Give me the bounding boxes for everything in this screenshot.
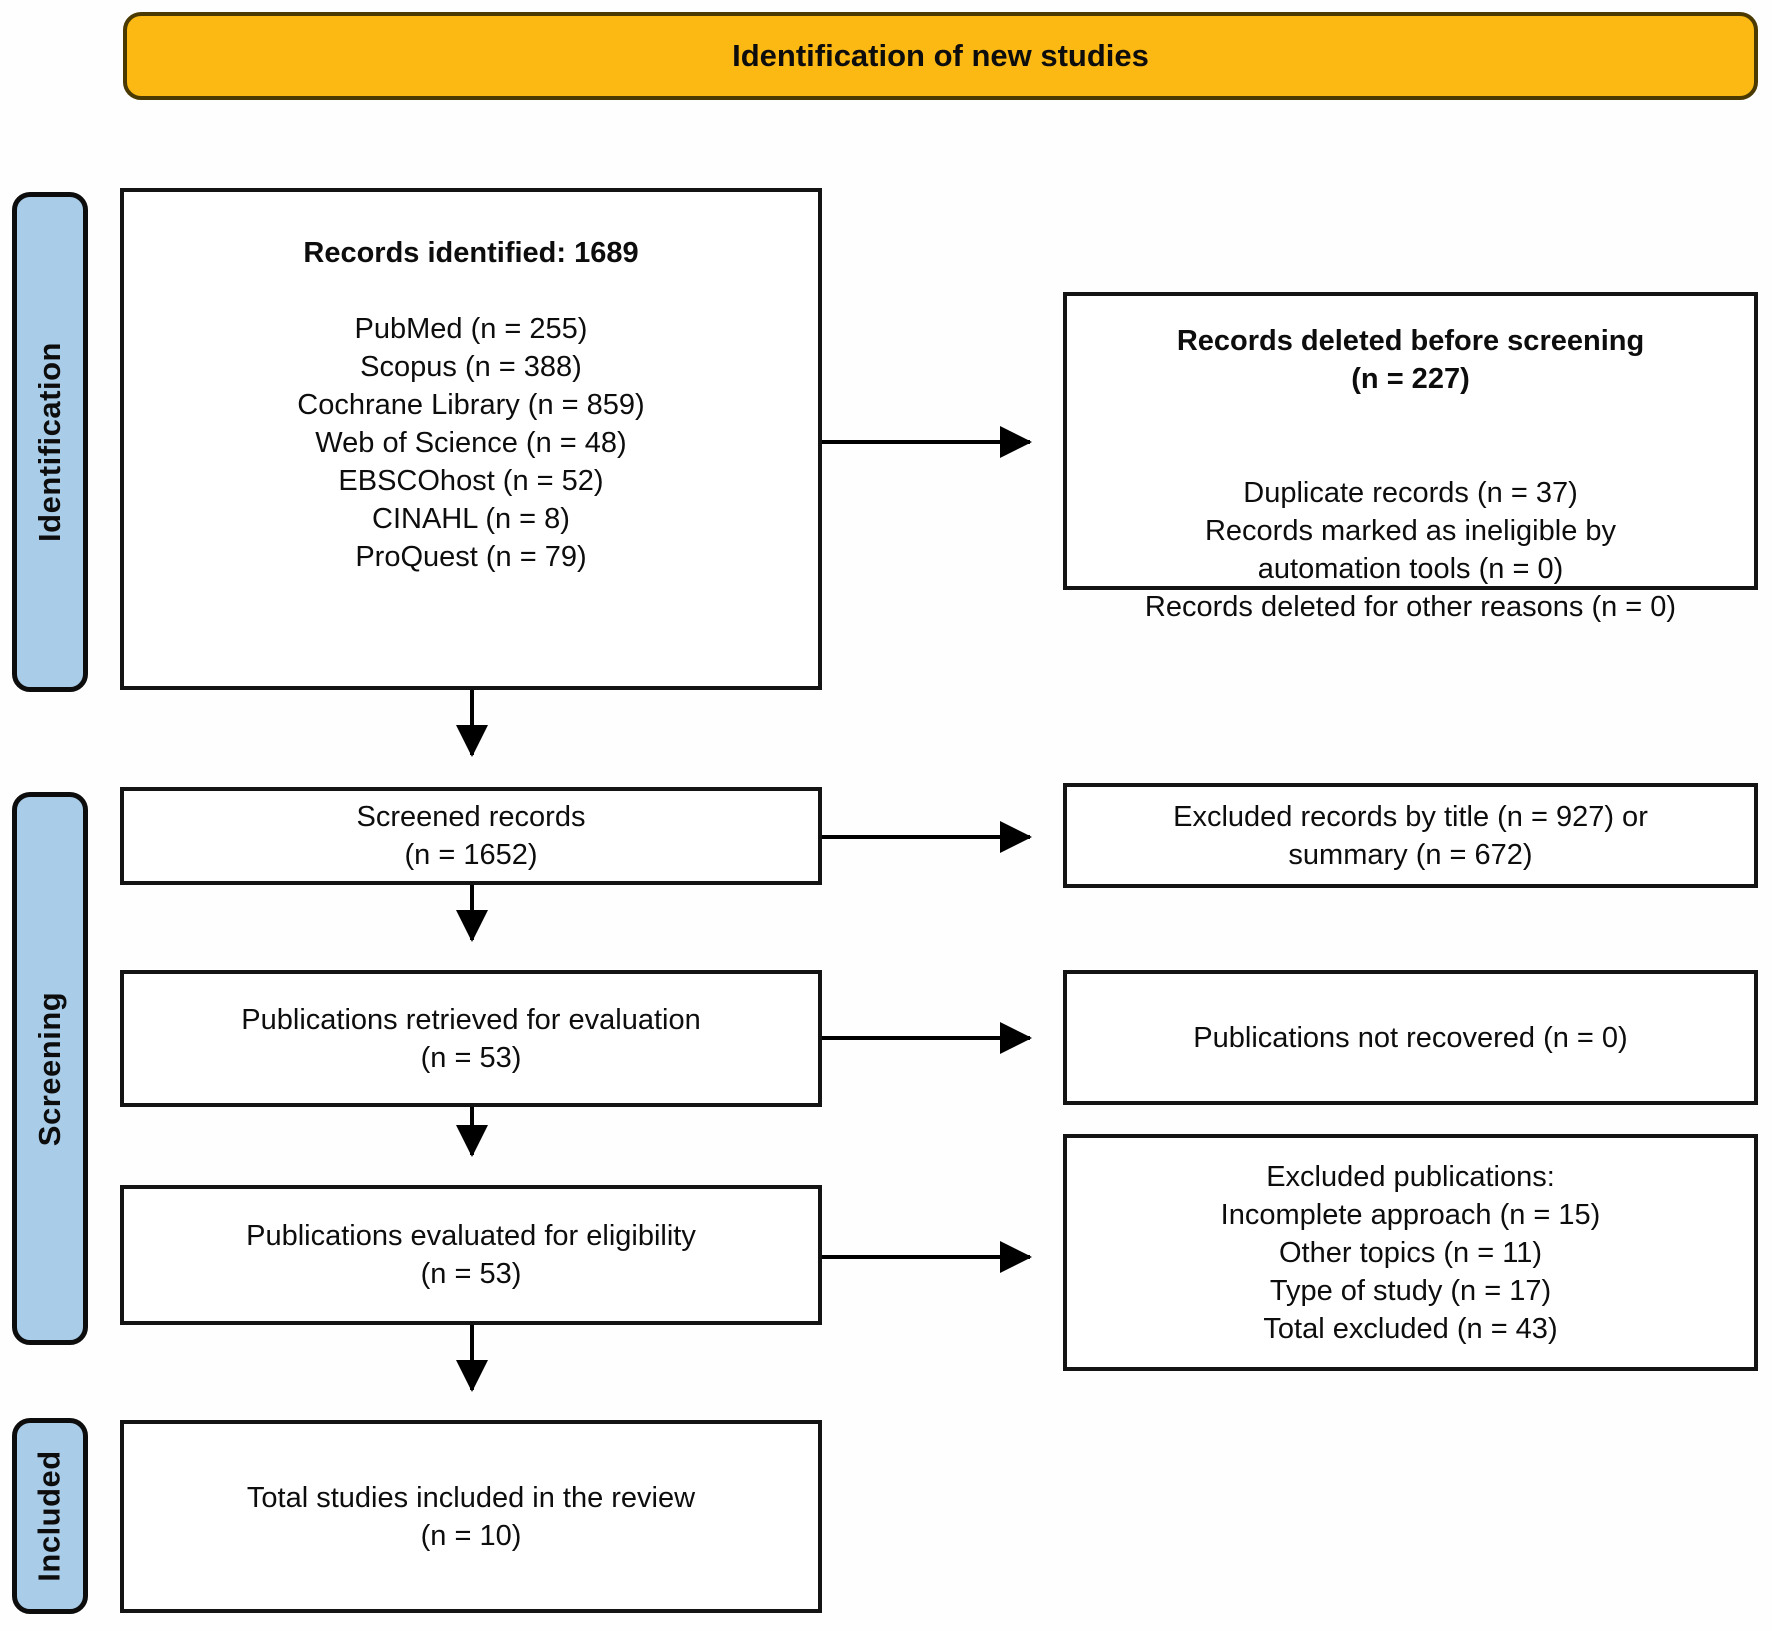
screened-records-text: Screened records (n = 1652) <box>356 801 586 871</box>
ribbon-included: Included <box>12 1418 88 1614</box>
publications-retrieved-text: Publications retrieved for evaluation (n… <box>241 1003 701 1074</box>
excluded-publications-text: Excluded publications: Incomplete approa… <box>1220 1160 1601 1345</box>
total-included-text: Total studies included in the review (n … <box>246 1481 696 1552</box>
publications-not-recovered-text: Publications not recovered (n = 0) <box>1193 1021 1628 1054</box>
ribbon-screening-label: Screening <box>32 991 68 1146</box>
box-publications-evaluated: Publications evaluated for eligibility (… <box>120 1185 822 1325</box>
records-identified-sources: PubMed (n = 255) Scopus (n = 388) Cochra… <box>297 313 645 573</box>
records-identified-title: Records identified: 1689 <box>303 237 639 269</box>
box-excluded-records: Excluded records by title (n = 927) or s… <box>1063 783 1758 888</box>
records-deleted-reasons: Duplicate records (n = 37) Records marke… <box>1144 477 1677 623</box>
publications-evaluated-text: Publications evaluated for eligibility (… <box>246 1220 696 1290</box>
box-records-identified: Records identified: 1689 PubMed (n = 255… <box>120 188 822 690</box>
records-deleted-title: Records deleted before screening (n = 22… <box>1176 325 1645 395</box>
banner-title: Identification of new studies <box>732 38 1149 73</box>
excluded-records-text: Excluded records by title (n = 927) or s… <box>1173 800 1648 871</box>
ribbon-included-label: Included <box>32 1450 68 1582</box>
box-publications-retrieved: Publications retrieved for evaluation (n… <box>120 970 822 1107</box>
box-total-included: Total studies included in the review (n … <box>120 1420 822 1613</box>
ribbon-screening: Screening <box>12 792 88 1345</box>
box-screened-records: Screened records (n = 1652) <box>120 787 822 885</box>
ribbon-identification: Identification <box>12 192 88 692</box>
banner-identification-of-new-studies: Identification of new studies <box>123 12 1758 100</box>
ribbon-identification-label: Identification <box>32 342 68 542</box>
box-publications-not-recovered: Publications not recovered (n = 0) <box>1063 970 1758 1105</box>
box-records-deleted: Records deleted before screening (n = 22… <box>1063 292 1758 623</box>
box-excluded-publications: Excluded publications: Incomplete approa… <box>1063 1134 1758 1371</box>
